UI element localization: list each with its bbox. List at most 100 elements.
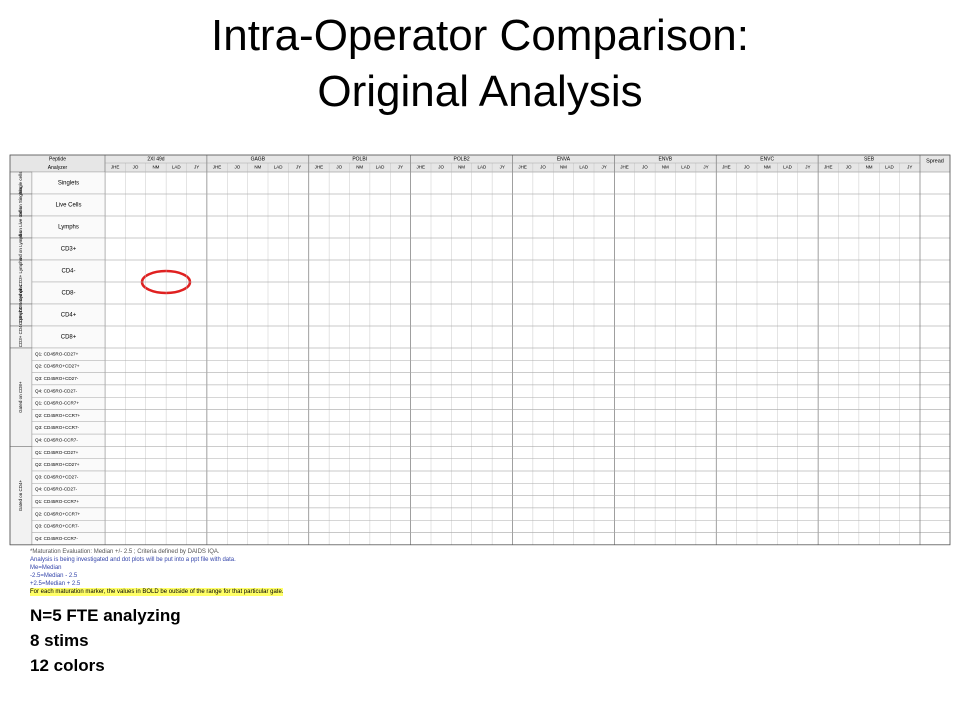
- data-row: [104, 360, 951, 373]
- data-table: Peptide Analyzer Spread 2XI 49d JHE JO NM LAD JY…: [9, 154, 951, 546]
- group-header: ENVC: [760, 156, 774, 162]
- data-row: [104, 507, 951, 521]
- row-label: Q3: CD45RO+CD27-: [35, 376, 79, 381]
- data-row: [104, 171, 951, 195]
- data-row: [104, 347, 951, 361]
- footnote: *Maturation Evaluation: Median +/- 2.5 ;…: [30, 549, 220, 555]
- row-label: Q2: CD45RO+CCR7+: [35, 511, 81, 516]
- group-header: SEB: [864, 156, 875, 162]
- analyzer-header: NM: [152, 165, 159, 170]
- data-row: [104, 193, 951, 217]
- row-group-label: Single cells: [18, 171, 23, 195]
- analyzer-header: LAD: [681, 165, 691, 170]
- group-header: POLB2: [454, 156, 470, 162]
- data-row: [104, 495, 951, 509]
- row-group-label: Gated on CD3+ Lymphs: [18, 257, 23, 306]
- data-row: [104, 396, 951, 410]
- row-label: Lymphs: [58, 225, 79, 231]
- analyzer-header: JO: [744, 165, 750, 170]
- row-label: Singlets: [58, 181, 79, 187]
- row-label: Q2: CD45RO+CD27+: [35, 364, 80, 369]
- header-label: Spread: [926, 158, 944, 164]
- data-row: [104, 446, 951, 459]
- row-group-label: Gated on Live Cells: [18, 207, 23, 247]
- analyzer-header: JHE: [315, 165, 324, 170]
- row-label: CD8+: [61, 335, 77, 341]
- analyzer-header: NM: [356, 165, 363, 170]
- analyzer-header: LAD: [885, 165, 895, 170]
- data-row: [104, 433, 951, 447]
- analyzer-header: LAD: [172, 165, 182, 170]
- analyzer-header: JHE: [111, 165, 120, 170]
- summary: N=5 FTE analyzing 8 stims 12 colors: [30, 603, 181, 678]
- data-row: [104, 421, 951, 435]
- row-label: Q1: CD45RO-CCR7+: [35, 499, 79, 504]
- analyzer-header: NM: [458, 165, 465, 170]
- row-group-label: Gated on CD4+: [18, 480, 23, 512]
- row-group-label: Gated on CD3+ CD4- Lymphs: [18, 306, 23, 367]
- analyzer-header: JY: [296, 165, 301, 170]
- analyzer-header: JO: [235, 165, 241, 170]
- analyzer-header: LAD: [478, 165, 488, 170]
- row-group-label: Gated on Singlets: [18, 186, 23, 223]
- analyzer-header: JO: [133, 165, 139, 170]
- row-label: Q3: CD45RO+CCR7-: [35, 524, 80, 529]
- analyzer-header: LAD: [579, 165, 589, 170]
- group-header: GAGB: [251, 156, 266, 162]
- data-row: [104, 384, 951, 398]
- data-row: [104, 409, 951, 423]
- analyzer-header: JY: [194, 165, 199, 170]
- group-header: ENVA: [557, 156, 571, 162]
- analyzer-header: JY: [602, 165, 607, 170]
- data-row: [104, 281, 951, 305]
- analyzer-header: JY: [703, 165, 708, 170]
- analyzer-header: LAD: [274, 165, 284, 170]
- data-row: [104, 237, 951, 261]
- row-label: Q1: CD45RO-CD27+: [35, 450, 79, 455]
- footnote: For each maturation marker, the values i…: [30, 588, 284, 596]
- row-label: Q4: CD45RO-CD27-: [35, 487, 78, 492]
- analyzer-header: JO: [540, 165, 546, 170]
- analyzer-header: LAD: [376, 165, 386, 170]
- summary-line: N=5 FTE analyzing: [30, 606, 181, 625]
- summary-line: 8 stims: [30, 631, 89, 650]
- analyzer-header: NM: [662, 165, 669, 170]
- analyzer-header: JHE: [722, 165, 731, 170]
- analyzer-header: NM: [560, 165, 567, 170]
- analyzer-header: JO: [336, 165, 342, 170]
- header-label: Peptide: [49, 156, 66, 162]
- row-group-label: Gated on CD3+ CD8- Lymphs: [18, 284, 23, 345]
- data-row: [104, 325, 951, 349]
- row-label: Q4: CD45RO-CD27-: [35, 388, 78, 393]
- row-label: Q2: CD45RO+CD27+: [35, 462, 80, 467]
- group-header: POLBI: [352, 156, 367, 162]
- analyzer-header: NM: [866, 165, 873, 170]
- row-label: CD4-: [61, 269, 75, 275]
- table-border: [9, 154, 951, 546]
- data-row: [104, 372, 951, 386]
- analyzer-header: JHE: [417, 165, 426, 170]
- analyzer-header: JHE: [213, 165, 222, 170]
- analyzer-header: JHE: [620, 165, 629, 170]
- title-line: Original Analysis: [317, 67, 643, 116]
- data-row: [104, 483, 951, 496]
- analyzer-header: LAD: [783, 165, 793, 170]
- footnotes: *Maturation Evaluation: Median +/- 2.5 ;…: [30, 548, 284, 596]
- analyzer-header: JO: [438, 165, 444, 170]
- analyzer-header: JY: [500, 165, 505, 170]
- data-row: [104, 458, 951, 472]
- row-group-label: Gated on CD8+: [18, 381, 23, 413]
- data-row: [104, 303, 951, 327]
- row-label: Q3: CD45RO+CCR7-: [35, 425, 80, 430]
- data-row: [104, 215, 951, 239]
- header-label: Analyzer: [48, 165, 68, 171]
- data-row: [104, 259, 951, 283]
- row-group-label: Gated on Lymphs: [18, 231, 23, 267]
- title: Intra-Operator Comparison: Original Anal…: [0, 8, 960, 120]
- analyzer-header: JHE: [518, 165, 527, 170]
- summary-line: 12 colors: [30, 656, 105, 675]
- row-label: Q2: CD45RO+CCR7+: [35, 413, 81, 418]
- row-label: CD4+: [61, 313, 77, 319]
- title-line: Intra-Operator Comparison:: [211, 11, 749, 60]
